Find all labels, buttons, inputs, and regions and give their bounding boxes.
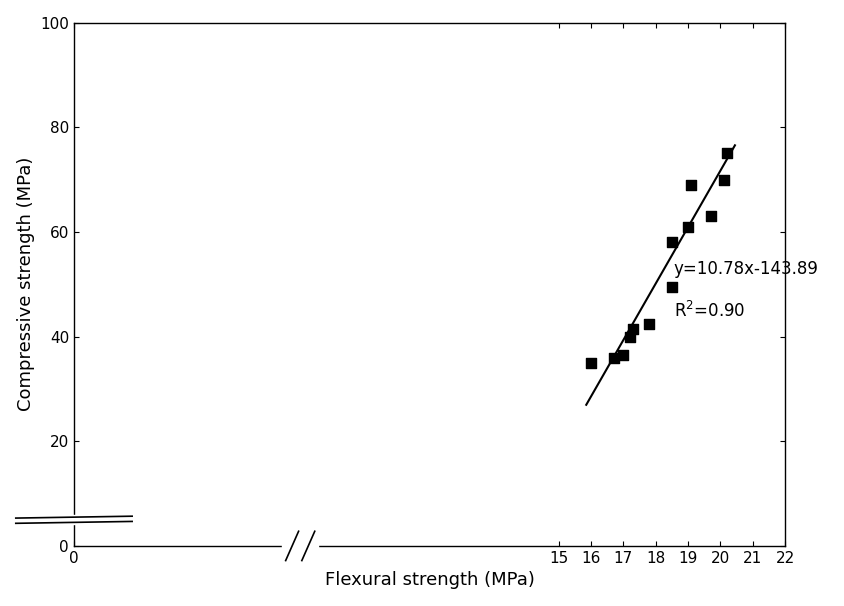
Point	[665, 282, 679, 291]
Text: R$^2$=0.90: R$^2$=0.90	[674, 301, 745, 321]
Point	[617, 350, 630, 360]
Point	[681, 222, 695, 231]
Point	[607, 353, 620, 362]
Point	[623, 331, 636, 341]
Point	[626, 324, 640, 334]
Point	[584, 358, 598, 368]
Y-axis label: Compressive strength (MPa): Compressive strength (MPa)	[17, 157, 35, 411]
Point	[665, 238, 679, 247]
Point	[704, 211, 717, 221]
Point	[642, 319, 656, 328]
Point	[717, 175, 730, 184]
Point	[720, 148, 733, 158]
Text: y=10.78x-143.89: y=10.78x-143.89	[674, 259, 819, 278]
X-axis label: Flexural strength (MPa): Flexural strength (MPa)	[325, 571, 534, 589]
Point	[684, 180, 698, 190]
